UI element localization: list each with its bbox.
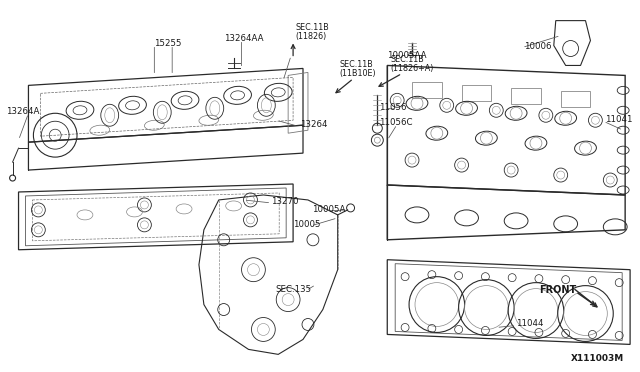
Text: 10005A: 10005A	[312, 205, 346, 214]
Text: 11041: 11041	[605, 115, 633, 124]
Text: (11826): (11826)	[295, 32, 326, 41]
Text: 13270: 13270	[271, 197, 299, 206]
Text: 10005AA: 10005AA	[387, 51, 427, 60]
Text: SEC.135: SEC.135	[275, 285, 312, 294]
Text: 11056C: 11056C	[380, 118, 413, 127]
Text: FRONT: FRONT	[539, 285, 576, 295]
Text: 13264A: 13264A	[6, 107, 39, 116]
Text: SEC.11B: SEC.11B	[295, 23, 329, 32]
Text: 10006: 10006	[524, 42, 552, 51]
Text: (11826+A): (11826+A)	[390, 64, 434, 73]
Text: 13264: 13264	[300, 120, 328, 129]
Text: SEC.11B: SEC.11B	[390, 55, 424, 64]
Text: 11056: 11056	[380, 103, 407, 112]
Text: 13264AA: 13264AA	[224, 33, 263, 42]
Text: X111003M: X111003M	[571, 355, 624, 363]
Text: SEC.11B: SEC.11B	[340, 61, 373, 70]
Text: (11B10E): (11B10E)	[340, 70, 376, 78]
Text: 11044: 11044	[516, 320, 543, 328]
Text: 10005: 10005	[293, 220, 321, 229]
Text: 15255: 15255	[154, 39, 182, 48]
